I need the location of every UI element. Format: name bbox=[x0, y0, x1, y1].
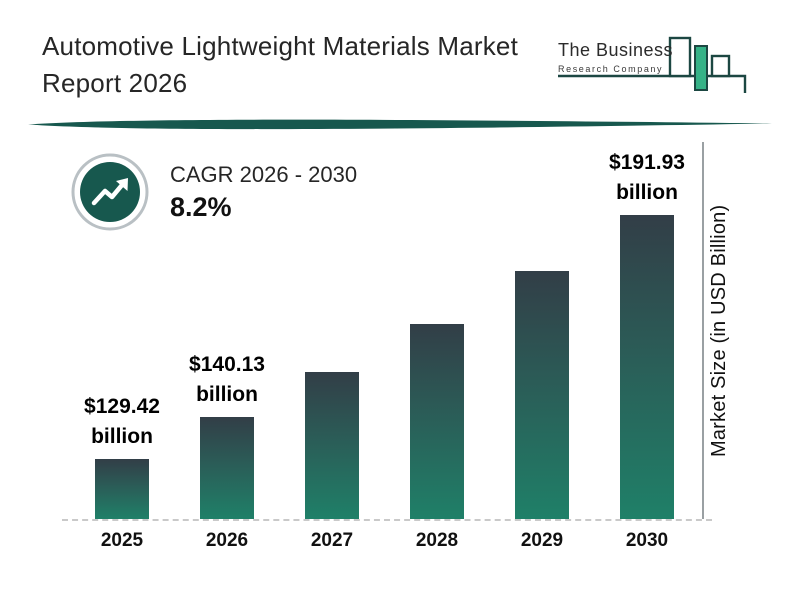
bar-group-2026: $140.13 billion bbox=[172, 350, 282, 519]
company-logo: The Business Research Company bbox=[558, 30, 750, 96]
bar-value-label-2030: $191.93 billion bbox=[609, 151, 685, 204]
bar-2029 bbox=[515, 271, 569, 519]
logo-bar-chart-icon bbox=[558, 36, 747, 93]
x-axis-label-2025: 2025 bbox=[100, 530, 144, 551]
x-axis-label-2026: 2026 bbox=[205, 530, 249, 551]
bar-2025 bbox=[95, 459, 149, 519]
page-title-line1: Automotive Lightweight Materials Market bbox=[42, 31, 519, 61]
logo-name-line2: Research Company bbox=[558, 64, 664, 74]
x-axis-label-2028: 2028 bbox=[415, 530, 459, 551]
bar-group-2027 bbox=[277, 372, 387, 519]
bar-group-2028 bbox=[382, 324, 492, 519]
bar-2026 bbox=[200, 417, 254, 519]
bar-group-2030: $191.93 billion bbox=[592, 148, 702, 519]
bar-2027 bbox=[305, 372, 359, 519]
page-title-line2: Report 2026 bbox=[42, 68, 188, 98]
x-axis-label-2027: 2027 bbox=[310, 530, 354, 551]
bar-value-label-2025: $129.42 billion bbox=[84, 395, 160, 448]
growth-arrow-icon bbox=[70, 152, 150, 232]
x-axis-label-2030: 2030 bbox=[625, 530, 669, 551]
x-axis-label-2029: 2029 bbox=[520, 530, 564, 551]
cagr-text: CAGR 2026 - 2030 8.2% bbox=[170, 162, 357, 223]
y-axis-line bbox=[702, 142, 704, 519]
cagr-block: CAGR 2026 - 2030 8.2% bbox=[70, 152, 357, 232]
bar-2030 bbox=[620, 215, 674, 519]
cagr-label: CAGR 2026 - 2030 bbox=[170, 161, 358, 187]
logo-text: The Business Research Company bbox=[558, 40, 673, 74]
bar-2028 bbox=[410, 324, 464, 519]
y-axis-title: Market Size (in USD Billion) bbox=[708, 204, 730, 457]
bar-group-2029 bbox=[487, 271, 597, 519]
x-axis-labels: 2025 2026 2027 2028 2029 2030 bbox=[65, 530, 710, 556]
page-title: Automotive Lightweight Materials Market … bbox=[42, 28, 572, 102]
bar-group-2025: $129.42 billion bbox=[67, 392, 177, 519]
x-axis-baseline bbox=[62, 519, 712, 521]
bar-chart: $129.42 billion $140.13 billion $191.93 billi… bbox=[65, 140, 710, 519]
logo-name-line1: The Business bbox=[558, 40, 674, 60]
header-divider bbox=[28, 119, 772, 130]
bar-value-label-2026: $140.13 billion bbox=[189, 353, 265, 406]
cagr-value: 8.2% bbox=[170, 191, 232, 222]
